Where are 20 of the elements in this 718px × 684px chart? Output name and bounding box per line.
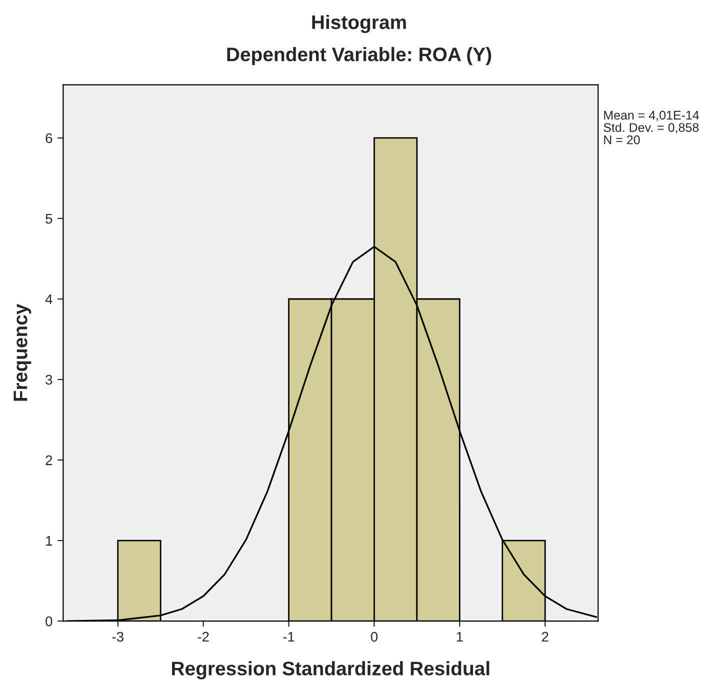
y-tick-label: 6 xyxy=(46,133,52,144)
x-tick-label: -1 xyxy=(283,632,294,642)
x-tick-label: -3 xyxy=(112,632,124,642)
y-axis-title: Frequency xyxy=(14,304,32,401)
y-tick-label: 5 xyxy=(46,214,52,224)
x-tick-label: -2 xyxy=(198,632,209,642)
x-tick-label: 0 xyxy=(370,632,378,642)
y-tick-label: 3 xyxy=(46,374,52,385)
y-tick-label: 2 xyxy=(46,455,52,466)
chart-subtitle: Dependent Variable: ROA (Y) xyxy=(227,47,492,66)
chart-title: Histogram xyxy=(312,14,406,34)
y-tick-label: 1 xyxy=(46,536,52,546)
text: N = 20 xyxy=(604,135,640,144)
x-tick-label: 1 xyxy=(456,632,463,642)
text: Std. Dev. = 0,858 xyxy=(604,122,699,134)
text: Mean = 4,01E-14 xyxy=(604,110,699,122)
x-axis-title: Regression Standardized Residual xyxy=(172,661,490,680)
y-tick-label: 4 xyxy=(45,294,52,304)
x-tick-label: 2 xyxy=(542,632,548,642)
y-tick-label: 0 xyxy=(46,616,52,626)
